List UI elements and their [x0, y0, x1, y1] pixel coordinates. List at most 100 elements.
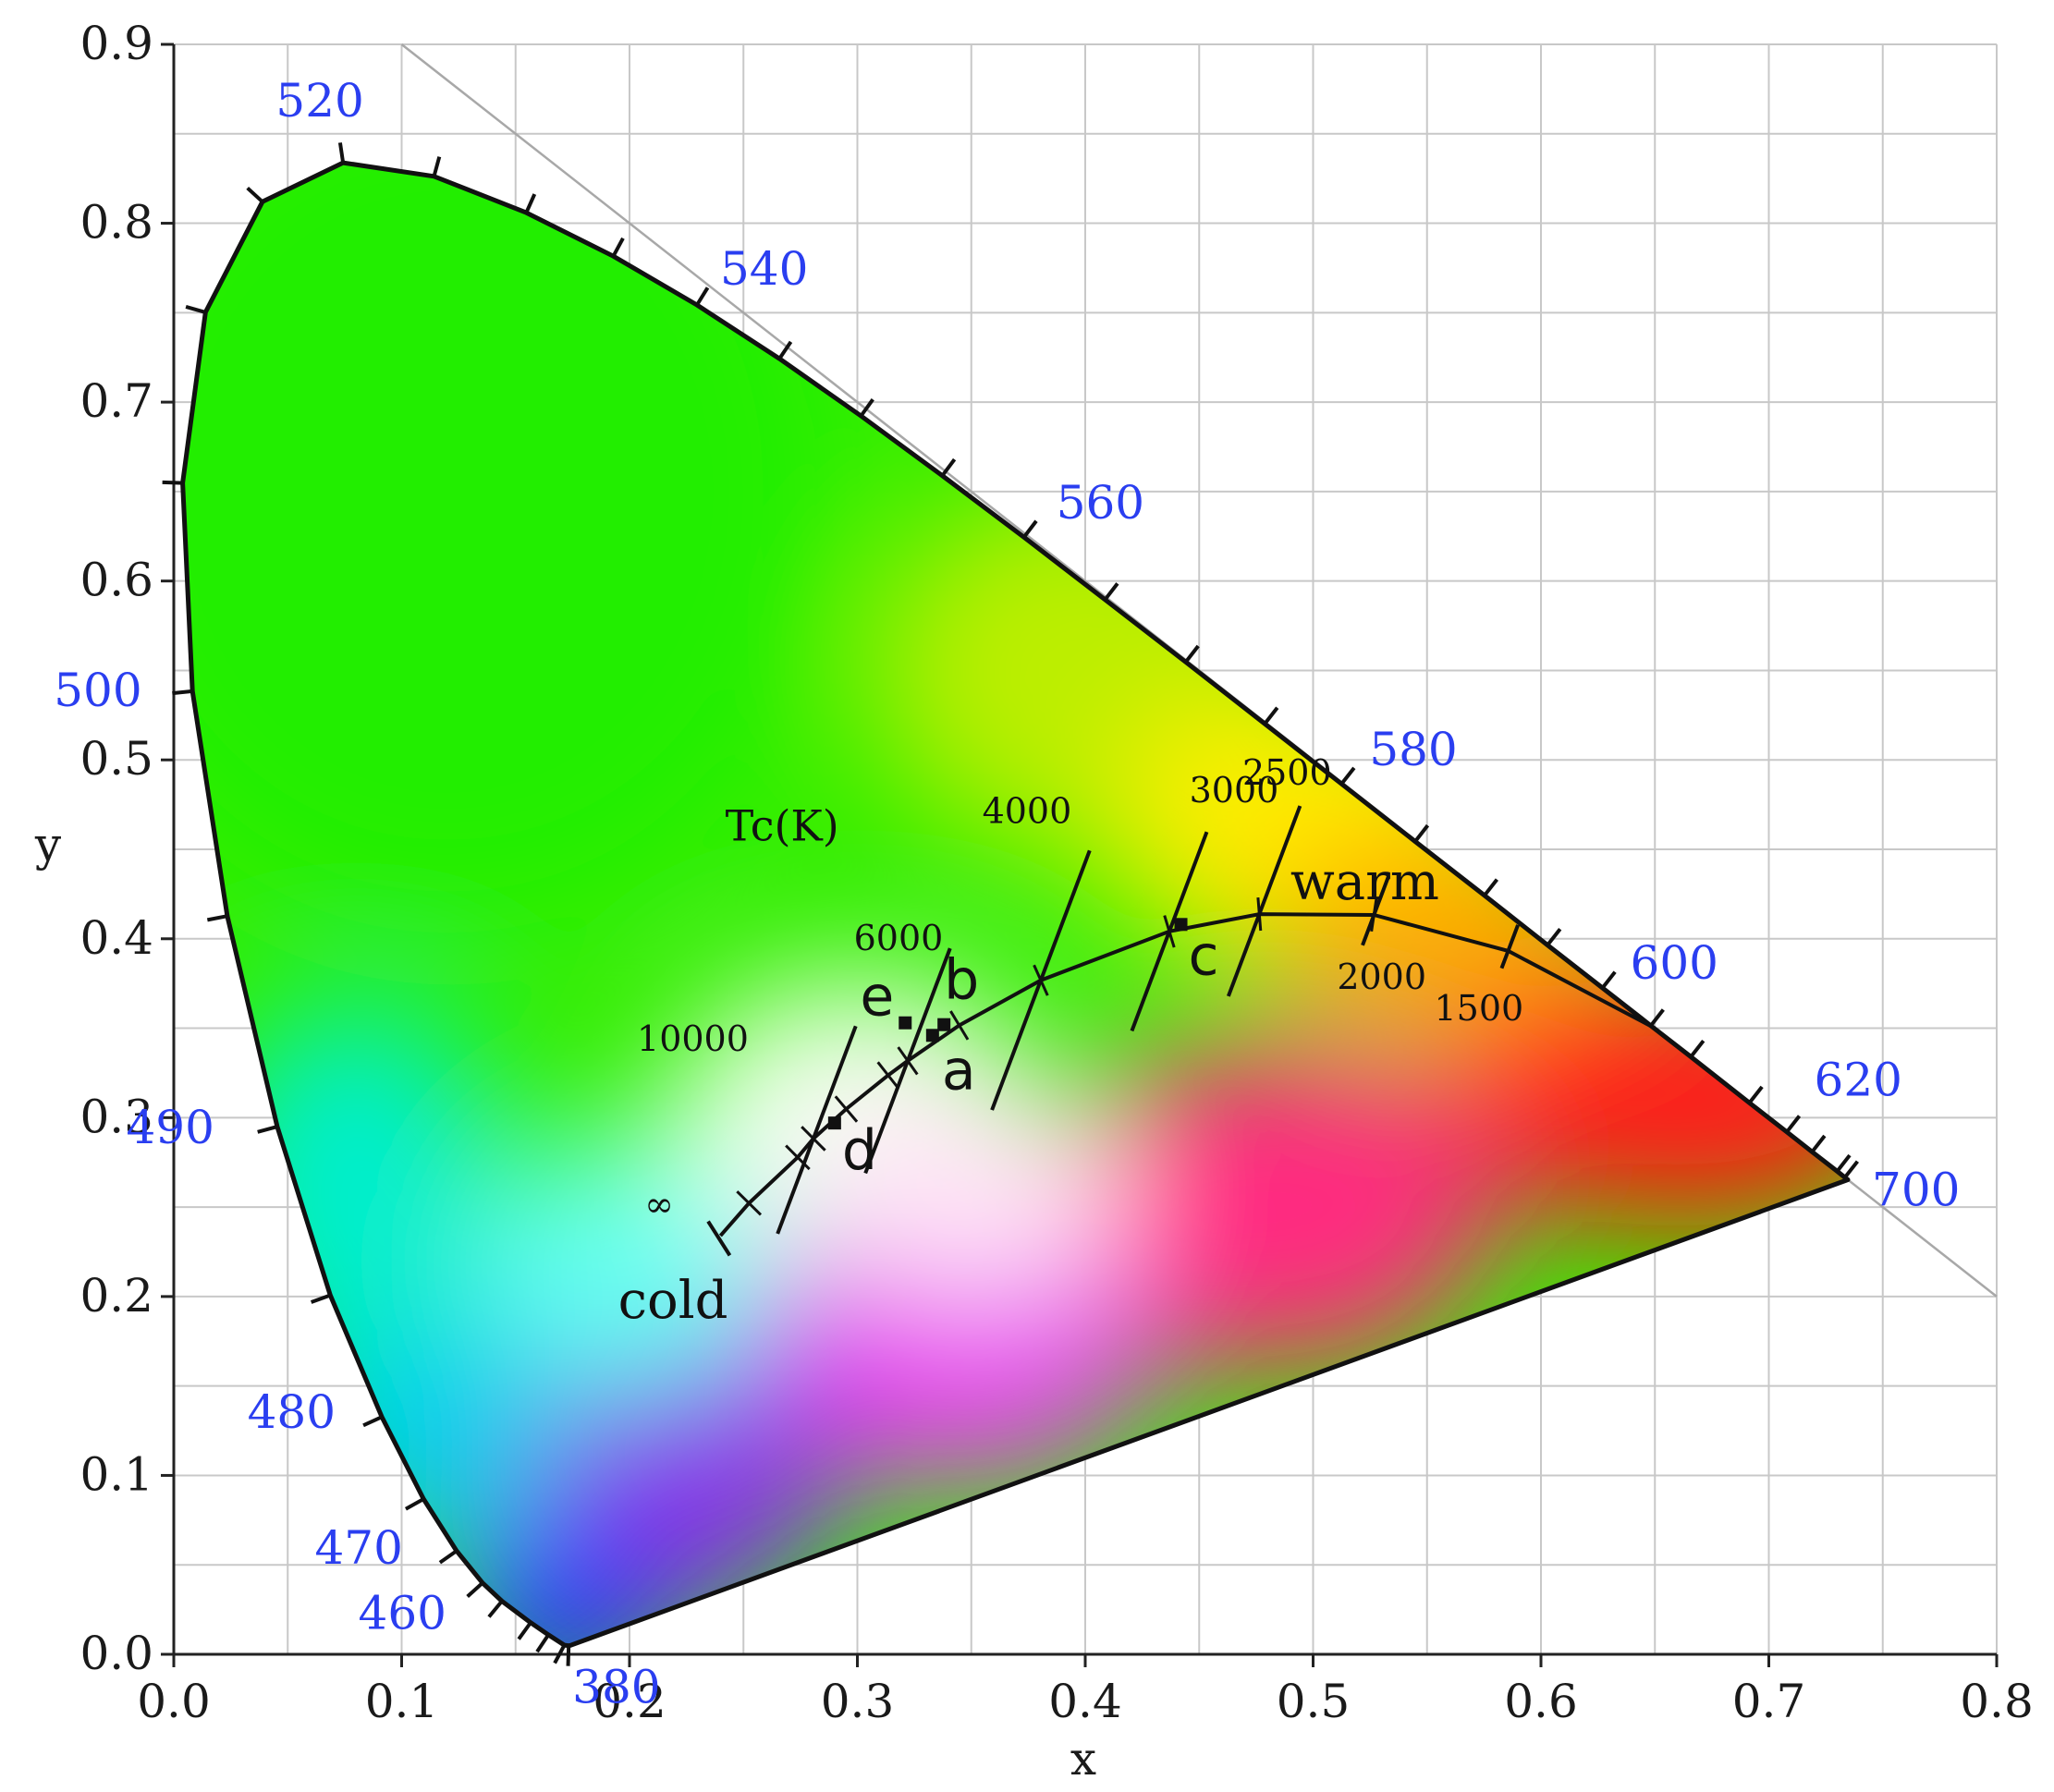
planckian-locus — [706, 805, 1657, 1257]
wavelength-tick — [362, 1415, 383, 1428]
wavelength-label-700: 700 — [1872, 1163, 1960, 1216]
wavelength-tick — [1747, 1085, 1764, 1104]
wavelength-tick — [185, 305, 206, 314]
infinity-label: ∞ — [644, 1184, 674, 1225]
isotherm-label-4000: 4000 — [983, 791, 1072, 832]
wavelength-tick — [535, 1633, 550, 1653]
measured-point-c — [1174, 918, 1188, 932]
fill-blob — [208, 1004, 505, 1374]
measured-points — [827, 918, 1188, 1130]
isotherm-line-6000 — [863, 947, 952, 1175]
y-tick-label: 0.2 — [79, 1269, 153, 1323]
fill-blob — [182, 163, 836, 917]
fill-blob — [813, 1078, 1129, 1300]
y-tick-label: 0.4 — [79, 911, 153, 965]
wavelength-label-580: 580 — [1369, 723, 1457, 776]
y-tick-label: 0.9 — [79, 17, 153, 70]
wavelength-tick — [1689, 1039, 1706, 1058]
wavelength-tick — [246, 186, 264, 203]
wavelength-tick — [1339, 766, 1356, 786]
y-tick-label: 0.7 — [79, 374, 153, 428]
wavelength-tick — [1103, 582, 1119, 602]
wavelength-tick — [1835, 1153, 1852, 1173]
x-tick-label: 0.8 — [1960, 1675, 2034, 1728]
planck-minor-tick — [736, 1190, 763, 1216]
wavelength-label-600: 600 — [1631, 936, 1718, 990]
x-tick-label: 0.4 — [1048, 1675, 1122, 1728]
annotation-warm: warm — [1290, 852, 1439, 912]
x-tick-label: 0.0 — [137, 1675, 211, 1728]
x-tick-label: 0.1 — [365, 1675, 439, 1728]
isotherm-line-3000 — [1130, 831, 1209, 1032]
wavelength-tick — [1413, 823, 1430, 843]
fill-blob — [450, 1526, 673, 1646]
planck-minor-tick — [785, 1144, 811, 1171]
measured-point-d — [827, 1116, 841, 1130]
measured-point-e — [899, 1016, 912, 1030]
isotherm-label-6000: 6000 — [854, 918, 944, 958]
measured-point-label-b: b — [944, 948, 979, 1013]
color-gamut-fill — [182, 163, 1849, 1646]
wavelength-tick — [1785, 1115, 1802, 1134]
chart-text: 380 460 470 480 490 500 520 540 560 580 600 620 700 1… — [54, 74, 1960, 1713]
wavelength-tick — [337, 142, 346, 164]
wavelength-label-500: 500 — [54, 664, 141, 717]
planckian-title: Tc(K) — [726, 800, 839, 850]
y-tick-label: 0.8 — [79, 196, 153, 250]
wavelength-tick — [1184, 644, 1200, 664]
isotherm-line-2000 — [1361, 875, 1391, 946]
x-axis-title: x — [1070, 1732, 1096, 1786]
measured-point-label-d: d — [842, 1118, 877, 1183]
infinity-endcap — [706, 1220, 732, 1257]
wavelength-label-380: 380 — [572, 1660, 660, 1713]
wavelength-label-480: 480 — [248, 1385, 336, 1439]
wavelength-tick — [859, 397, 874, 418]
wavelength-label-490: 490 — [126, 1101, 214, 1154]
wavelength-tick — [1843, 1160, 1859, 1179]
wavelength-tick — [404, 1497, 425, 1511]
isotherm-label-1500: 1500 — [1435, 988, 1524, 1029]
isotherm-line-4000 — [990, 849, 1092, 1111]
wavelength-tick — [206, 914, 228, 922]
wavelength-tick — [1263, 706, 1279, 725]
wavelength-label-520: 520 — [275, 74, 363, 128]
x-tick-label: 0.6 — [1504, 1675, 1578, 1728]
wavelength-tick — [1810, 1134, 1827, 1153]
planck-minor-tick — [949, 1010, 970, 1041]
y-tick-label: 0.0 — [79, 1627, 153, 1680]
planck-minor-tick — [834, 1095, 859, 1123]
fill-blob — [482, 1131, 777, 1391]
wavelength-tick — [162, 480, 183, 485]
wavelength-tick — [611, 237, 625, 258]
wavelength-tick — [432, 156, 442, 177]
planck-minor-tick — [876, 1061, 900, 1090]
y-tick-label: 0.1 — [79, 1447, 153, 1501]
y-tick-label: 0.6 — [79, 554, 153, 607]
wavelength-label-460: 460 — [359, 1587, 446, 1640]
y-tick-label: 0.3 — [79, 1090, 153, 1143]
wavelength-tick — [940, 457, 957, 477]
x-tick-label: 0.5 — [1277, 1675, 1351, 1728]
wavelength-tick — [310, 1293, 332, 1304]
isotherm-line-10000 — [776, 1025, 858, 1235]
wavelength-tick — [1546, 928, 1562, 946]
wavelength-tick — [466, 1581, 484, 1598]
planckian-locus-line — [718, 912, 1657, 1237]
y-tick-label: 0.5 — [79, 732, 153, 786]
axes: 0.0 0.1 0.2 0.3 0.4 0.5 0.6 0.7 0.8 0.0 0.1 0.2 0.3 0… — [34, 17, 2034, 1786]
isotherm-label-2000: 2000 — [1337, 957, 1426, 997]
wavelength-tick — [553, 1644, 567, 1664]
measured-point-label-a: a — [942, 1038, 976, 1103]
wavelength-label-540: 540 — [720, 242, 808, 296]
wavelength-tick — [1022, 519, 1038, 539]
isotherm-label-3000: 3000 — [1190, 770, 1279, 811]
wavelength-tick — [524, 193, 537, 213]
y-axis-title: y — [34, 818, 62, 872]
wavelength-tick — [1483, 878, 1499, 897]
wavelength-tick — [257, 1125, 278, 1134]
wavelength-label-560: 560 — [1057, 476, 1144, 530]
isotherm-label-10000: 10000 — [637, 1018, 749, 1059]
measured-point-b — [937, 1018, 951, 1031]
